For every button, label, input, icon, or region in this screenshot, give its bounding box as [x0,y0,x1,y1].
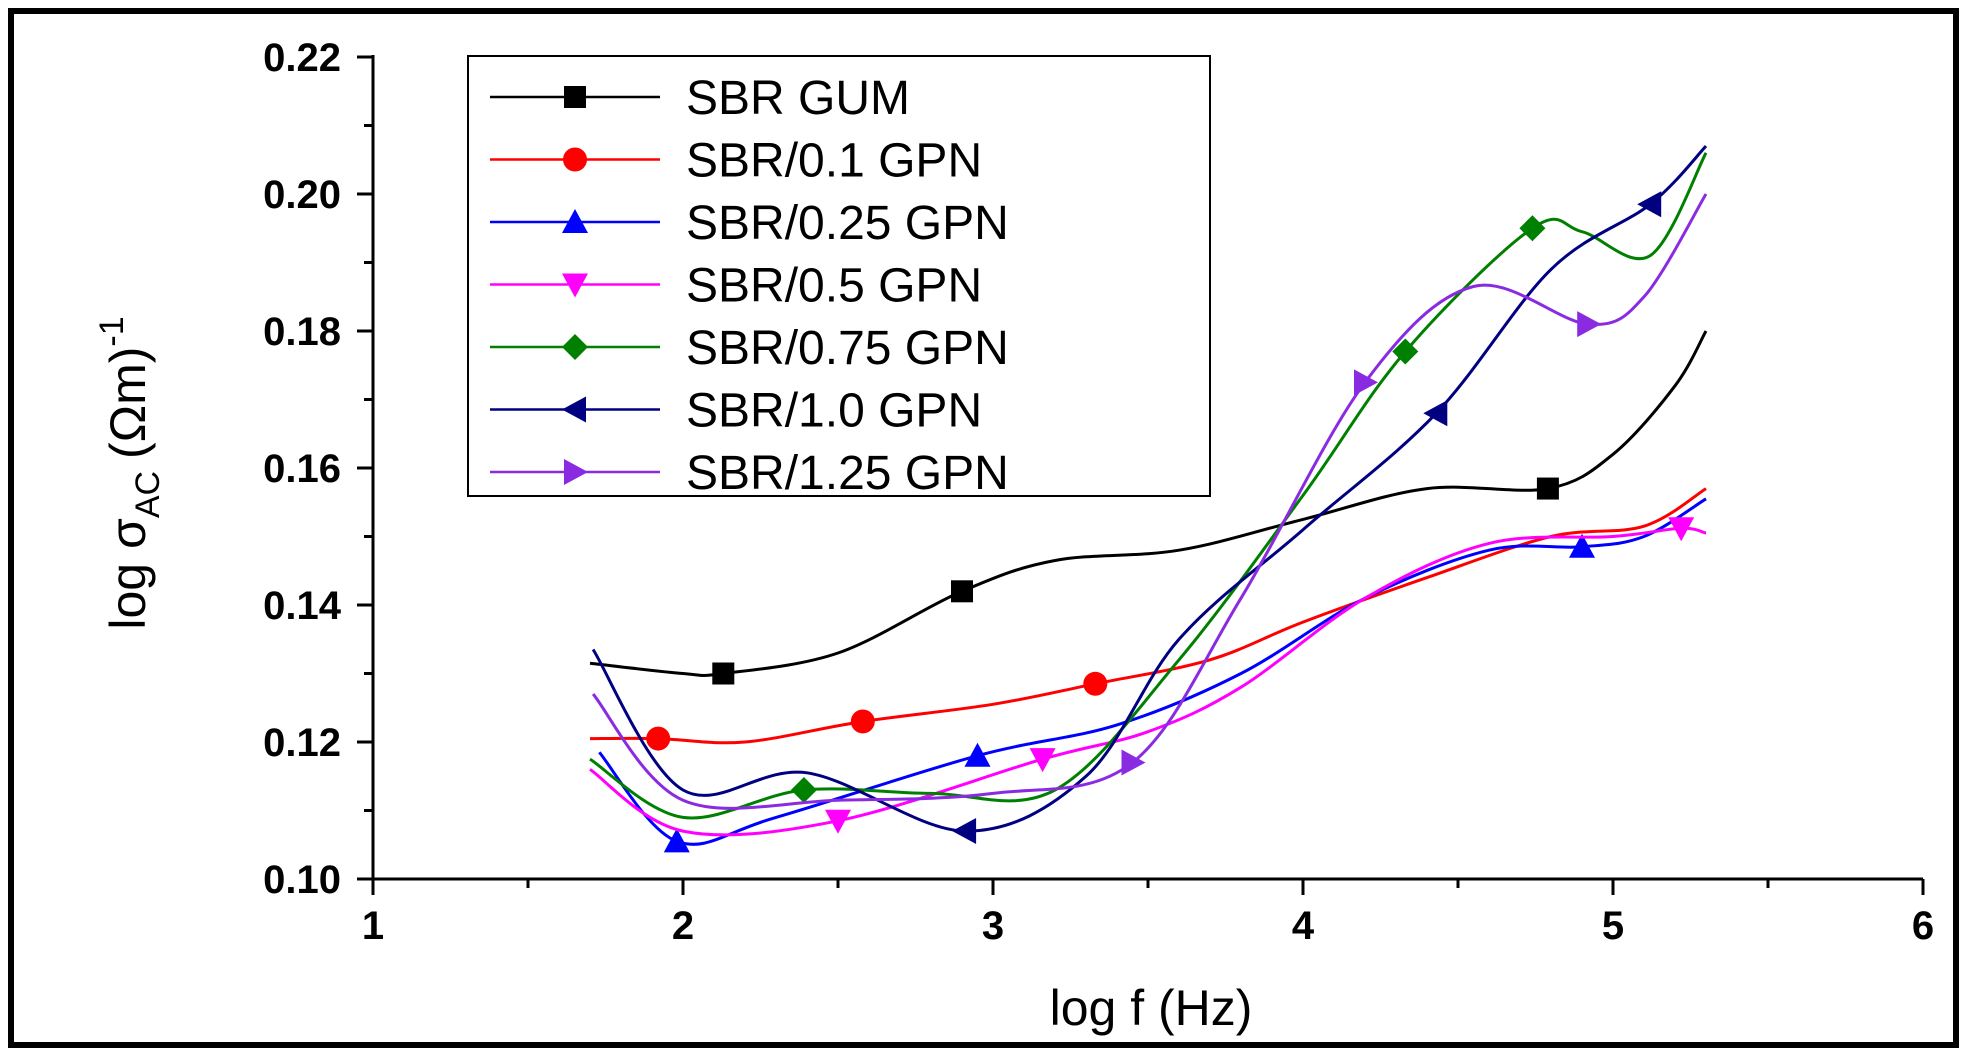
axes: 1 2 3 4 5 6 0.10 0.12 0.14 0.16 0.18 0.20 0.22 [263,36,1934,948]
x-tick-label: 4 [1292,904,1315,948]
data-point [850,709,875,734]
data-point [1668,517,1695,542]
series-line [589,487,1707,745]
legend-label: SBR/1.25 GPN [686,447,1009,500]
series-layer [589,145,1708,853]
series-3 [589,517,1707,837]
x-tick-label: 6 [1912,904,1934,948]
series-2 [598,497,1707,853]
series-line [589,526,1707,837]
y-tick-label: 0.18 [263,310,341,354]
data-point [964,742,991,767]
legend-marker [562,396,586,423]
x-tick-label: 1 [362,904,384,948]
x-tick-label: 5 [1602,904,1624,948]
y-tick-label: 0.12 [263,721,341,765]
data-point [951,580,973,603]
y-tick-label: 0.10 [263,858,341,902]
data-point [646,726,671,751]
legend-label: SBR GUM [686,72,910,125]
y-tick-label: 0.20 [263,173,341,217]
data-point [825,809,851,834]
legend: SBR GUM SBR/0.1 GPN SBR/0.25 GPN SBR/0.5 GP… [467,55,1211,500]
x-tick-label: 2 [672,904,694,948]
y-axis-title: log σAC (Ωm)-1 [93,316,167,629]
data-point [1083,671,1108,696]
data-point [1121,749,1146,776]
legend-item: SBR/1.0 GPN [490,385,982,438]
y-title-subscript: AC [129,471,167,518]
series-5 [591,145,1708,845]
legend-label: SBR/1.0 GPN [686,385,982,438]
x-axis-title: log f (Hz) [1050,980,1253,1036]
data-point [1569,533,1595,558]
legend-label: SBR/0.1 GPN [686,135,982,188]
series-4 [589,152,1708,820]
axis-titles: log f (Hz) log σAC (Ωm)-1 [93,316,1252,1036]
legend-marker [564,459,588,485]
data-point [712,662,735,685]
series-line [591,145,1708,833]
data-point [1637,191,1662,218]
series-1 [589,487,1707,751]
data-point [663,828,690,853]
series-0 [589,330,1708,685]
y-tick-label: 0.14 [263,584,342,628]
y-title-prefix: log σ [100,518,156,630]
legend-box [467,55,1211,497]
legend-marker [562,209,588,233]
legend-label: SBR/0.75 GPN [686,322,1009,375]
legend-item: SBR/1.25 GPN [490,447,1009,500]
y-tick-label: 0.16 [263,447,341,491]
legend-marker [562,334,588,360]
legend-marker [563,147,587,172]
y-title-unit: (Ωm) [100,347,156,459]
data-point [790,776,817,803]
legend-marker [562,273,588,298]
y-title-superscript: -1 [93,316,131,346]
legend-item: SBR/0.5 GPN [490,260,982,313]
y-tick-label: 0.22 [263,36,341,80]
data-point [1519,215,1546,242]
data-point [1536,477,1559,500]
data-point [1423,400,1448,427]
legend-item: SBR/0.25 GPN [490,197,1009,250]
legend-item: SBR/0.75 GPN [490,322,1009,375]
legend-marker [564,86,586,108]
data-point [1577,311,1602,338]
legend-item: SBR GUM [490,72,910,125]
series-line [589,330,1708,677]
data-point [1354,369,1378,396]
series-6 [591,193,1708,810]
data-point [1392,338,1419,365]
legend-item: SBR/0.1 GPN [490,135,982,188]
data-point [952,818,977,845]
data-point [1029,748,1056,773]
legend-label: SBR/0.25 GPN [686,197,1009,250]
x-tick-label: 3 [982,904,1004,948]
legend-label: SBR/0.5 GPN [686,260,982,313]
